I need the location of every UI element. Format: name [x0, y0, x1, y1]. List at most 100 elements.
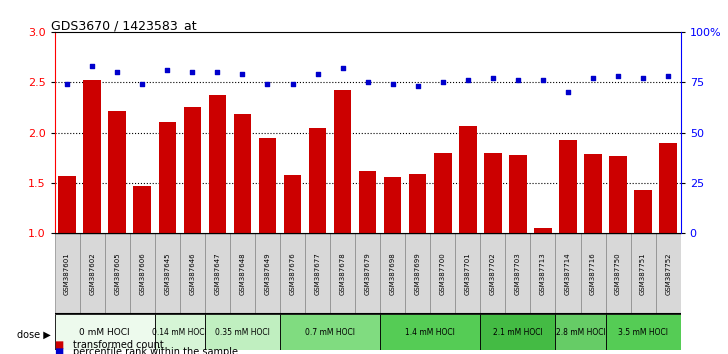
Bar	[280, 233, 305, 314]
Bar	[330, 233, 355, 314]
Text: GSM387648: GSM387648	[240, 252, 245, 295]
Text: GSM387678: GSM387678	[339, 252, 346, 295]
Point	[487, 75, 499, 81]
Bar	[205, 233, 230, 314]
Text: GSM387602: GSM387602	[89, 252, 95, 295]
Bar	[430, 233, 455, 314]
Point	[287, 81, 298, 87]
Point	[387, 81, 398, 87]
Bar	[58, 176, 76, 233]
Text: 1.4 mM HOCl: 1.4 mM HOCl	[405, 328, 455, 337]
Text: 0.7 mM HOCl: 0.7 mM HOCl	[305, 328, 355, 337]
Bar	[405, 233, 430, 314]
Text: GSM387751: GSM387751	[640, 252, 646, 295]
Bar	[130, 233, 155, 314]
Bar	[159, 122, 176, 233]
Point	[662, 73, 674, 79]
Bar	[209, 95, 226, 233]
Bar	[409, 174, 427, 233]
Point	[637, 75, 649, 81]
Bar	[384, 177, 401, 233]
Bar	[380, 233, 405, 314]
Text: 2.1 mM HOCl: 2.1 mM HOCl	[493, 328, 543, 337]
Bar	[108, 112, 126, 233]
Bar	[606, 233, 630, 314]
Bar	[180, 233, 205, 314]
Point	[337, 65, 349, 71]
Text: GSM387702: GSM387702	[490, 252, 496, 295]
Point	[162, 67, 173, 73]
Text: GDS3670 / 1423583_at: GDS3670 / 1423583_at	[52, 19, 197, 32]
Point	[186, 69, 198, 75]
Bar	[559, 139, 577, 233]
Bar	[359, 171, 376, 233]
Point	[237, 71, 248, 77]
Text: GSM387646: GSM387646	[189, 252, 195, 295]
Point	[412, 84, 424, 89]
Bar	[531, 233, 555, 314]
Point	[362, 79, 373, 85]
Point	[612, 73, 624, 79]
Text: GSM387647: GSM387647	[214, 252, 221, 295]
Bar	[634, 190, 652, 233]
Bar	[534, 228, 552, 233]
Point	[212, 69, 223, 75]
Bar	[280, 314, 380, 350]
Point	[462, 78, 474, 83]
Bar	[585, 154, 602, 233]
Text: GSM387649: GSM387649	[264, 252, 271, 295]
Text: 0.14 mM HOCl: 0.14 mM HOCl	[152, 328, 207, 337]
Bar	[555, 233, 580, 314]
Bar	[305, 233, 330, 314]
Text: GSM387606: GSM387606	[139, 252, 146, 295]
Text: GSM387699: GSM387699	[415, 252, 421, 295]
Bar	[84, 80, 101, 233]
Bar	[155, 314, 205, 350]
Text: dose ▶: dose ▶	[17, 330, 51, 339]
Text: GSM387750: GSM387750	[615, 252, 621, 295]
Bar	[505, 233, 531, 314]
Text: GSM387698: GSM387698	[389, 252, 396, 295]
Bar	[334, 90, 352, 233]
Bar	[480, 314, 555, 350]
Text: 0.35 mM HOCl: 0.35 mM HOCl	[215, 328, 270, 337]
Text: percentile rank within the sample: percentile rank within the sample	[73, 347, 238, 354]
Bar	[656, 233, 681, 314]
Point	[136, 81, 148, 87]
Point	[512, 78, 523, 83]
Bar	[459, 126, 477, 233]
Text: 0 mM HOCl: 0 mM HOCl	[79, 328, 130, 337]
Bar	[484, 153, 502, 233]
Text: GSM387700: GSM387700	[440, 252, 446, 295]
Bar	[205, 314, 280, 350]
Bar	[580, 233, 606, 314]
Text: 2.8 mM HOCl: 2.8 mM HOCl	[555, 328, 606, 337]
Point	[312, 71, 323, 77]
Text: GSM387714: GSM387714	[565, 252, 571, 295]
Bar	[455, 233, 480, 314]
Bar	[234, 114, 251, 233]
Bar	[606, 314, 681, 350]
Point	[111, 69, 123, 75]
Bar	[555, 314, 606, 350]
Point	[537, 78, 549, 83]
Text: GSM387605: GSM387605	[114, 252, 120, 295]
Bar	[258, 138, 276, 233]
Text: GSM387601: GSM387601	[64, 252, 70, 295]
Bar	[55, 314, 155, 350]
Bar	[630, 233, 656, 314]
Bar	[609, 156, 627, 233]
Bar	[230, 233, 255, 314]
Text: GSM387752: GSM387752	[665, 252, 671, 295]
Bar	[434, 153, 451, 233]
Text: GSM387703: GSM387703	[515, 252, 521, 295]
Point	[87, 63, 98, 69]
Text: GSM387713: GSM387713	[540, 252, 546, 295]
Point	[562, 90, 574, 95]
Bar	[284, 175, 301, 233]
Bar	[309, 127, 326, 233]
Text: ■: ■	[55, 340, 64, 350]
Bar	[255, 233, 280, 314]
Bar	[355, 233, 380, 314]
Text: transformed count: transformed count	[73, 340, 164, 350]
